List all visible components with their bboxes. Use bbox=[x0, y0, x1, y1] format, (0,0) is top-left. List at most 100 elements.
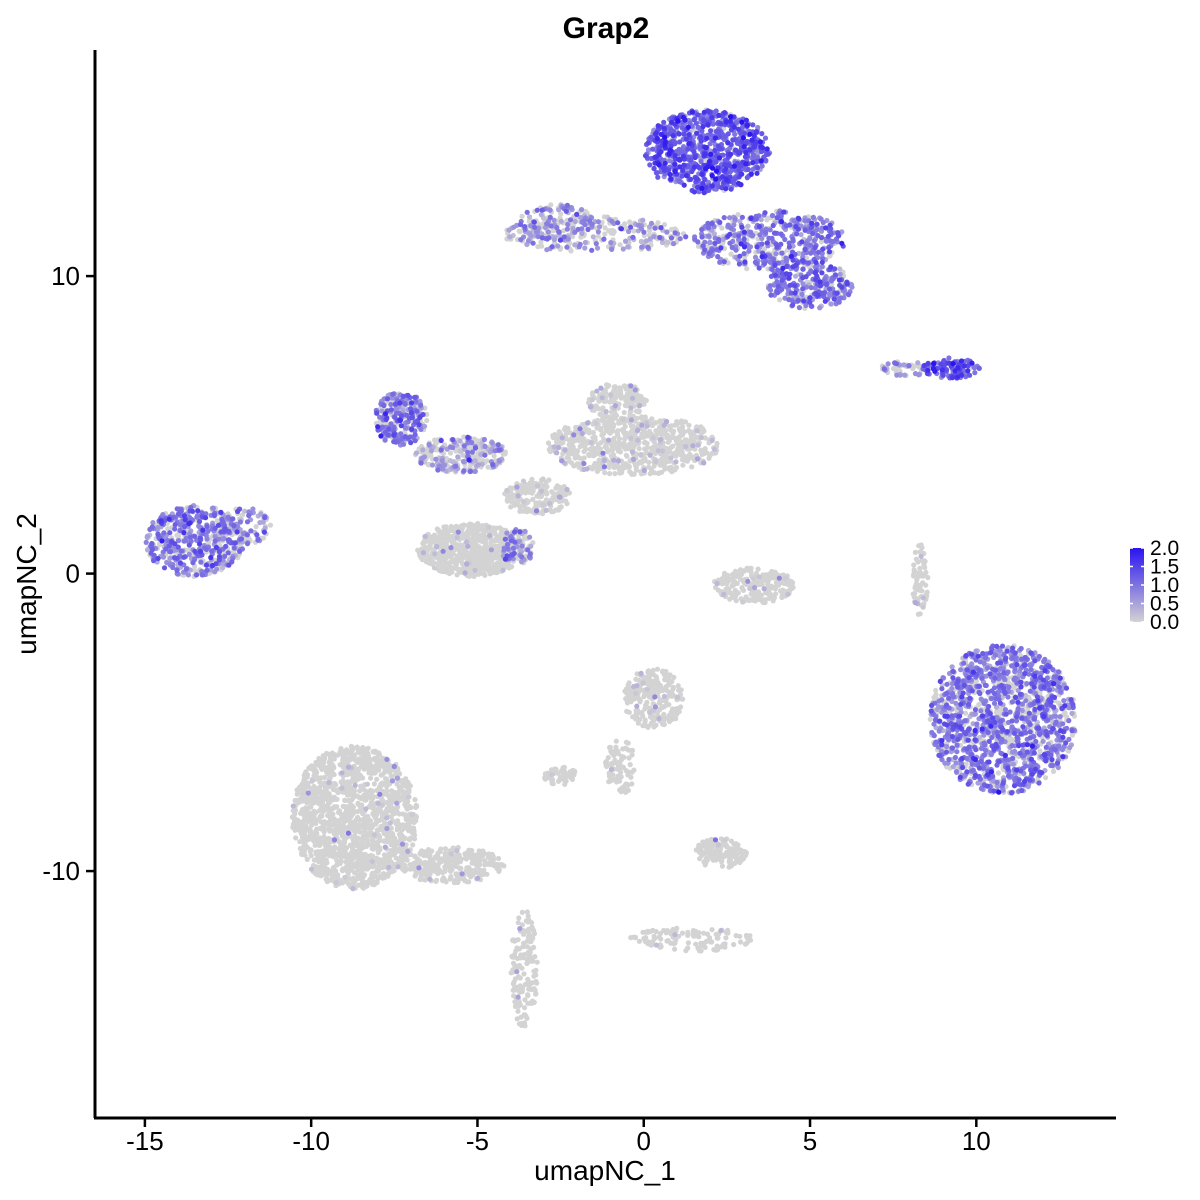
cell-point bbox=[391, 810, 397, 817]
cell-point bbox=[457, 553, 463, 559]
cell-point bbox=[617, 762, 623, 768]
cell-point bbox=[357, 795, 363, 801]
cell-point bbox=[544, 484, 550, 490]
cell-point bbox=[464, 529, 470, 535]
cell-point bbox=[607, 399, 613, 405]
cell-point bbox=[463, 534, 469, 540]
cell-point bbox=[331, 849, 337, 855]
cell-point bbox=[626, 680, 632, 686]
cell-point bbox=[311, 838, 317, 844]
cell-point bbox=[331, 804, 337, 810]
cell-point bbox=[601, 436, 607, 442]
cell-point bbox=[351, 879, 357, 885]
cell-point bbox=[351, 775, 358, 781]
cell-point bbox=[670, 434, 676, 440]
cell-point bbox=[317, 837, 323, 843]
cell-point bbox=[214, 518, 220, 524]
cell-point bbox=[890, 365, 897, 372]
cell-point bbox=[370, 805, 376, 811]
cell-point bbox=[324, 795, 330, 801]
cell-point bbox=[400, 811, 406, 817]
cell-point bbox=[753, 592, 759, 598]
cell-point bbox=[398, 833, 404, 840]
cell-point bbox=[347, 757, 354, 763]
cell-point bbox=[667, 467, 673, 473]
cell-point bbox=[626, 755, 632, 761]
cell-point bbox=[666, 691, 673, 697]
cell-point bbox=[358, 747, 364, 753]
cell-point bbox=[602, 470, 608, 476]
cell-point bbox=[436, 567, 442, 573]
cell-point bbox=[329, 766, 335, 773]
cell-point bbox=[365, 813, 371, 819]
cell-point bbox=[344, 771, 350, 778]
points-layer bbox=[143, 107, 1078, 1029]
cell-point bbox=[388, 859, 394, 865]
cell-point bbox=[1037, 748, 1043, 754]
cell-point bbox=[497, 533, 503, 540]
cell-point bbox=[649, 423, 655, 429]
cell-point bbox=[487, 563, 493, 569]
cell-point bbox=[451, 526, 457, 532]
cell-point bbox=[346, 782, 352, 788]
cell-point bbox=[427, 545, 433, 551]
cell-point bbox=[490, 526, 496, 532]
cell-point bbox=[927, 716, 933, 722]
cell-point bbox=[361, 821, 367, 827]
cell-point bbox=[435, 561, 441, 567]
cell-point bbox=[679, 457, 686, 463]
cell-point bbox=[408, 835, 414, 841]
cell-point bbox=[669, 716, 675, 723]
cell-point bbox=[623, 739, 630, 745]
cell-point bbox=[617, 242, 623, 248]
cell-point bbox=[550, 228, 556, 234]
cell-point bbox=[341, 756, 347, 762]
cell-point bbox=[165, 526, 171, 532]
cell-point bbox=[429, 559, 435, 565]
cell-point bbox=[618, 774, 624, 780]
cell-point bbox=[260, 535, 266, 541]
cell-point bbox=[415, 547, 421, 553]
cell-point bbox=[627, 762, 633, 768]
cell-point bbox=[375, 849, 381, 855]
cell-point bbox=[357, 829, 363, 835]
cell-point bbox=[646, 694, 653, 700]
cell-point bbox=[371, 781, 377, 787]
cell-point bbox=[614, 462, 620, 468]
cell-point bbox=[328, 813, 334, 820]
cell-point bbox=[635, 710, 641, 716]
cell-point bbox=[302, 839, 308, 845]
cell-point bbox=[364, 839, 370, 845]
cell-point bbox=[330, 866, 336, 872]
cell-point bbox=[550, 433, 556, 439]
cell-point bbox=[761, 597, 768, 603]
cell-point bbox=[789, 586, 795, 592]
cell-point bbox=[673, 449, 680, 456]
cell-point bbox=[362, 832, 368, 838]
cell-point bbox=[372, 763, 378, 769]
cell-point bbox=[629, 470, 635, 477]
cell-point bbox=[995, 770, 1002, 776]
cell-point bbox=[623, 768, 629, 774]
cell-point bbox=[553, 507, 559, 513]
cell-point bbox=[663, 684, 669, 690]
cell-point bbox=[438, 540, 444, 546]
cell-point bbox=[400, 822, 406, 828]
cell-point bbox=[315, 868, 321, 874]
cell-point bbox=[623, 398, 629, 404]
cell-point bbox=[413, 818, 419, 824]
cell-point bbox=[454, 572, 460, 578]
cell-point bbox=[466, 550, 472, 557]
cell-point bbox=[343, 804, 349, 810]
cell-point bbox=[688, 434, 694, 440]
cell-point bbox=[317, 814, 323, 820]
cell-point bbox=[315, 759, 322, 765]
cell-point bbox=[353, 829, 359, 835]
cell-point bbox=[668, 427, 674, 433]
cell-point bbox=[370, 749, 377, 755]
cell-point bbox=[435, 535, 441, 541]
cell-point bbox=[336, 839, 342, 845]
cell-point bbox=[686, 422, 692, 428]
cell-point bbox=[680, 696, 686, 702]
cell-point bbox=[735, 212, 741, 218]
